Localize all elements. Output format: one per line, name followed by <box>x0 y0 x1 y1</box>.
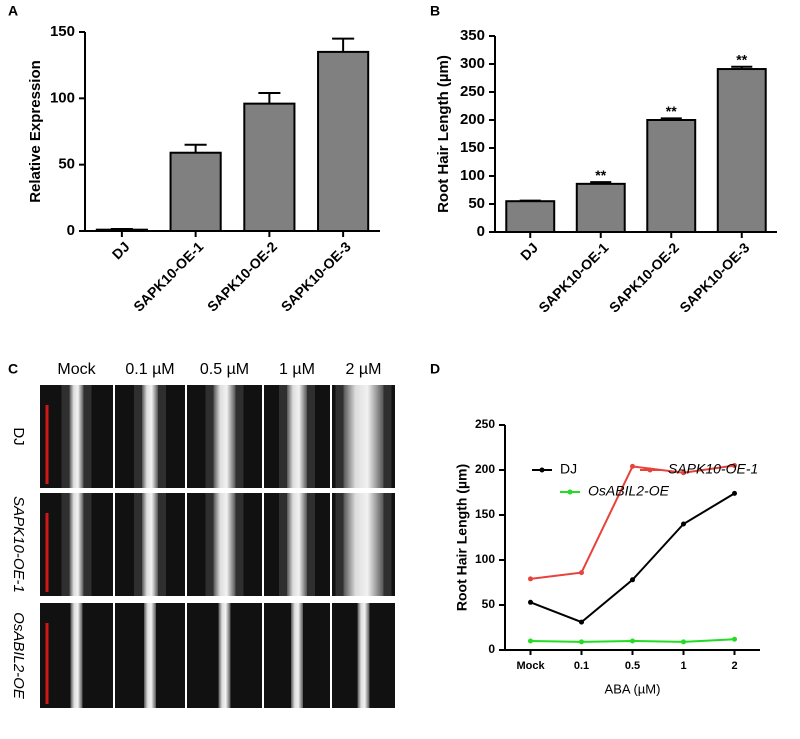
legend-marker <box>647 467 653 473</box>
root <box>287 385 307 488</box>
series-point <box>579 619 584 625</box>
root <box>69 493 84 596</box>
bar <box>95 228 148 233</box>
column-header: 0.1 µM <box>125 361 174 378</box>
row-label: DJ <box>10 427 27 445</box>
panel-label: D <box>430 361 440 377</box>
x-tick-label: 1 <box>680 660 686 672</box>
x-tick-label: DJ <box>517 239 541 263</box>
series-point <box>528 576 533 582</box>
series-point <box>630 577 635 583</box>
bar <box>243 102 296 232</box>
y-axis-label: Relative Expression <box>27 60 44 203</box>
root <box>287 493 307 596</box>
series-point <box>630 463 635 469</box>
y-tick-label: 0 <box>477 223 485 240</box>
y-tick-label: 0 <box>67 222 75 239</box>
row-label: OsABIL2-OE <box>10 612 27 700</box>
significance-label: ** <box>595 167 606 183</box>
significance-label: ** <box>736 52 747 68</box>
bar <box>317 50 370 233</box>
bar <box>716 68 767 234</box>
root <box>218 603 231 708</box>
y-tick-label: 100 <box>460 167 485 184</box>
series-point <box>528 599 533 605</box>
root <box>343 493 384 596</box>
y-tick-label: 50 <box>482 597 496 611</box>
y-tick-label: 0 <box>488 642 495 656</box>
y-tick-label: 150 <box>50 23 75 40</box>
column-header: 1 µM <box>279 361 315 378</box>
series-point <box>732 463 737 468</box>
x-tick-label: 0.1 <box>574 660 589 672</box>
series-point <box>630 638 635 644</box>
bar <box>505 200 556 233</box>
root <box>213 385 236 488</box>
y-tick-label: 50 <box>58 156 75 173</box>
root <box>291 603 303 708</box>
panel-label: B <box>430 3 440 19</box>
series-point <box>528 638 533 644</box>
bar <box>169 151 222 232</box>
legend-label: SAPK10-OE-1 <box>668 461 758 477</box>
y-tick-label: 300 <box>460 55 485 72</box>
series-line <box>530 492 736 624</box>
series-point <box>732 636 737 642</box>
bar <box>646 119 697 233</box>
x-tick-label: SAPK10-OE-3 <box>676 239 752 315</box>
y-tick-label: 200 <box>460 111 485 128</box>
x-tick-label: SAPK10-OE-1 <box>130 238 206 314</box>
legend-marker <box>567 489 573 495</box>
root <box>69 385 84 488</box>
y-tick-label: 250 <box>475 417 495 431</box>
y-axis-label: Root Hair Length (µm) <box>435 55 452 213</box>
row-label: SAPK10-OE-1 <box>10 496 27 593</box>
y-tick-label: 150 <box>460 139 485 156</box>
axes <box>504 425 760 651</box>
y-tick-label: 350 <box>460 27 485 44</box>
column-header: 0.5 µM <box>200 361 249 378</box>
y-tick-label: 50 <box>468 195 485 212</box>
series-point <box>681 521 686 527</box>
y-axis-label: Root Hair Length (µm) <box>454 464 470 611</box>
root <box>213 493 236 596</box>
column-header: 2 µM <box>346 361 382 378</box>
bar <box>575 182 626 233</box>
x-tick-label: SAPK10-OE-2 <box>204 238 280 314</box>
root <box>142 493 158 596</box>
panel-label: C <box>8 361 18 377</box>
legend-label: OsABIL2-OE <box>588 483 670 499</box>
series-point <box>732 490 737 496</box>
root <box>343 385 384 488</box>
root <box>142 385 158 488</box>
panel-label: A <box>8 3 18 19</box>
legend-marker <box>539 467 545 473</box>
y-tick-label: 100 <box>475 552 495 566</box>
root <box>70 603 83 708</box>
x-tick-label: 2 <box>731 660 737 672</box>
legend-label: DJ <box>560 461 577 477</box>
x-tick-label: 0.5 <box>625 660 640 672</box>
root <box>144 603 156 708</box>
series-point <box>579 570 584 576</box>
y-tick-label: 100 <box>50 89 75 106</box>
root <box>357 603 370 708</box>
y-tick-label: 250 <box>460 83 485 100</box>
x-tick-label: SAPK10-OE-1 <box>535 239 611 315</box>
y-tick-label: 150 <box>475 507 495 521</box>
y-tick-label: 200 <box>475 462 495 476</box>
x-axis-label: ABA (µM) <box>605 681 661 696</box>
column-header: Mock <box>57 361 96 378</box>
x-tick-label: Mock <box>516 660 545 672</box>
series-point <box>681 470 686 476</box>
significance-label: ** <box>666 103 677 119</box>
series-point <box>579 639 584 645</box>
x-tick-label: SAPK10-OE-2 <box>606 239 682 315</box>
series-point <box>681 639 686 645</box>
x-tick-label: DJ <box>109 238 133 262</box>
x-tick-label: SAPK10-OE-3 <box>278 238 354 314</box>
